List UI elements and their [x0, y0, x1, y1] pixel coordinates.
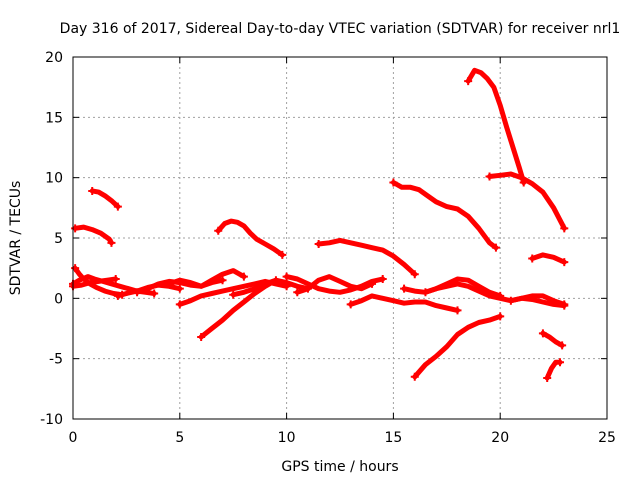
series-arc8	[166, 268, 247, 289]
plus-marker	[543, 373, 552, 382]
plus-marker	[410, 270, 419, 279]
plus-marker	[229, 290, 238, 299]
plus-marker	[150, 289, 159, 298]
series-arc3	[72, 265, 125, 298]
x-tick-label: 25	[598, 430, 616, 446]
plus-marker	[506, 296, 515, 305]
plus-marker	[560, 224, 569, 233]
plus-marker	[107, 238, 116, 247]
y-tick-labels: -10 -5 0 5 10 15 20	[40, 50, 63, 428]
plus-marker	[111, 275, 120, 284]
plus-marker	[71, 224, 80, 233]
series-arc26	[544, 359, 563, 381]
y-tick-label: 15	[45, 110, 63, 126]
plus-marker	[346, 300, 355, 309]
plus-marker	[71, 264, 80, 273]
series-arc2	[70, 276, 119, 289]
series-arc21	[465, 67, 527, 185]
series-arc18	[401, 276, 503, 299]
series-arc24	[529, 252, 567, 265]
plus-marker	[560, 258, 569, 267]
plus-marker	[197, 332, 206, 341]
y-tick-label: -10	[40, 412, 63, 428]
plus-marker	[218, 276, 227, 285]
x-tick-label: 20	[491, 430, 509, 446]
plus-marker	[378, 275, 387, 284]
plus-marker	[538, 329, 547, 338]
plus-marker	[491, 243, 500, 252]
series-arc19	[422, 281, 567, 307]
series-arc20	[412, 313, 503, 380]
series-arc16	[348, 293, 460, 313]
series-arc14	[294, 274, 375, 295]
plus-marker	[410, 372, 419, 381]
plus-marker	[528, 254, 537, 263]
plus-marker	[239, 272, 248, 281]
plus-marker	[368, 279, 377, 288]
series-arc10	[198, 277, 279, 340]
series-arc23	[508, 295, 567, 309]
plus-marker	[133, 288, 142, 297]
plus-marker	[293, 288, 302, 297]
plus-marker	[389, 178, 398, 187]
plus-marker	[453, 306, 462, 315]
plus-marker	[113, 291, 122, 300]
plus-marker	[558, 341, 567, 350]
chart-title: Day 316 of 2017, Sidereal Day-to-day VTE…	[60, 21, 621, 37]
y-tick-label: 20	[45, 50, 63, 66]
x-tick-labels: 0 5 10 15 20 25	[69, 430, 616, 446]
x-tick-label: 5	[175, 430, 184, 446]
plus-marker	[175, 284, 184, 293]
series-arc25	[540, 330, 565, 348]
plus-marker	[400, 284, 409, 293]
plus-marker	[214, 226, 223, 235]
x-axis-title: GPS time / hours	[281, 459, 398, 475]
series-arc11	[215, 218, 285, 258]
y-tick-label: 0	[54, 291, 63, 307]
plus-marker	[485, 172, 494, 181]
y-tick-label: -5	[49, 352, 63, 368]
plus-marker	[421, 288, 430, 297]
y-axis-title: SDTVAR / TECUs	[8, 181, 24, 296]
y-tick-label: 10	[45, 171, 63, 187]
series-arc17	[390, 180, 499, 251]
plus-marker	[165, 279, 174, 288]
x-tick-label: 0	[69, 430, 78, 446]
plus-marker	[88, 186, 97, 195]
series-arc22	[487, 171, 567, 231]
x-tick-label: 15	[384, 430, 402, 446]
plus-marker	[314, 240, 323, 249]
plus-marker	[175, 300, 184, 309]
plus-marker	[556, 358, 565, 367]
series-arc4	[72, 224, 114, 246]
plus-marker	[282, 272, 291, 281]
series-arc15	[316, 237, 418, 277]
x-tick-label: 10	[278, 430, 296, 446]
plus-marker	[464, 77, 473, 86]
plus-marker	[278, 250, 287, 259]
series-arc12	[230, 277, 311, 298]
y-tick-label: 5	[54, 231, 63, 247]
series-arc5	[89, 188, 121, 210]
plus-marker	[113, 202, 122, 211]
data-series	[69, 67, 569, 382]
axis-ticks	[72, 56, 608, 420]
plus-marker	[496, 312, 505, 321]
plus-marker	[560, 301, 569, 310]
